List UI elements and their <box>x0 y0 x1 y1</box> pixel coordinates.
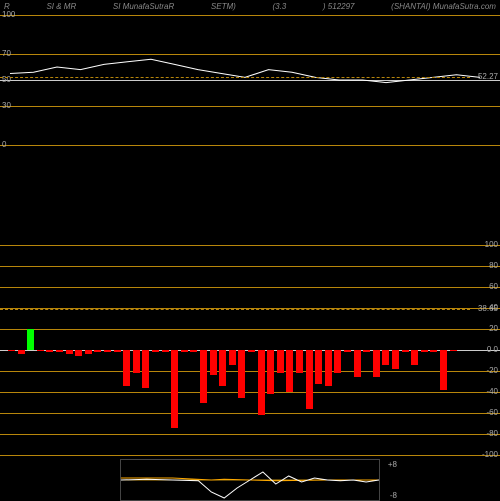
mr-bar <box>392 350 399 369</box>
mr-bar <box>85 350 92 354</box>
mr-bar <box>267 350 274 394</box>
mr-bar <box>315 350 322 384</box>
bottom-ylabel: -40 <box>486 387 498 396</box>
mr-bar <box>258 350 265 415</box>
mr-bar <box>296 350 303 373</box>
hdr-5: (3.3 <box>272 2 286 11</box>
mr-bar <box>334 350 341 373</box>
mr-bar <box>382 350 389 365</box>
mr-bar <box>238 350 245 398</box>
mr-bar <box>229 350 236 365</box>
mr-bar <box>104 350 111 352</box>
mr-bar <box>152 350 159 352</box>
mr-bar <box>171 350 178 428</box>
mid-gap: MR <box>0 145 500 245</box>
hdr-4: SETM) <box>211 2 236 11</box>
mr-bar <box>133 350 140 373</box>
mr-bar <box>18 350 25 354</box>
mr-bar <box>66 350 73 354</box>
bottom-ylabel: 0 0 <box>487 345 498 354</box>
mr-bar <box>37 350 44 351</box>
mr-chart: -100-80-60-40-200 02040608010038.65 <box>0 245 500 455</box>
mr-bar <box>430 350 437 352</box>
mr-bar <box>411 350 418 365</box>
bottom-ylabel: -60 <box>486 408 498 417</box>
hdr-2: SI & MR <box>46 2 76 11</box>
bottom-ylabel: 100 <box>485 240 498 249</box>
mr-bar <box>123 350 130 386</box>
footer-chart: +8-8 <box>120 459 380 501</box>
bottom-ylabel: 80 <box>489 261 498 270</box>
mr-bar <box>421 350 428 352</box>
mr-bar <box>363 350 370 352</box>
mr-bar <box>286 350 293 392</box>
footer-low: -8 <box>390 491 397 500</box>
mr-bar <box>344 350 351 352</box>
mr-bar <box>373 350 380 377</box>
mr-bar <box>219 350 226 386</box>
mr-bar <box>27 329 34 350</box>
bottom-ylabel: -20 <box>486 366 498 375</box>
hdr-7: (SHANTAI) MunafaSutra.com <box>391 2 496 11</box>
bottom-current-value: 38.65 <box>478 304 498 313</box>
mr-bar <box>450 350 457 351</box>
mr-bar <box>181 350 188 352</box>
chart-header: R SI & MR SI MunafaSutraR SETM) (3.3 ) 5… <box>0 0 500 13</box>
mr-bar <box>56 350 63 352</box>
hdr-3: SI MunafaSutraR <box>113 2 174 11</box>
mr-bar <box>402 350 409 352</box>
hdr-6: ) 512297 <box>323 2 355 11</box>
mr-bar <box>94 350 101 352</box>
bottom-ylabel: 20 <box>489 324 498 333</box>
bottom-ylabel: -100 <box>482 450 498 459</box>
mr-bar <box>277 350 284 373</box>
mr-bar <box>354 350 361 377</box>
mr-bar <box>8 350 15 351</box>
mr-bar <box>190 350 197 352</box>
mr-bar <box>114 350 121 352</box>
mr-bar <box>142 350 149 388</box>
rsi-chart: 030507010052.27 <box>0 15 500 145</box>
mr-bar <box>306 350 313 409</box>
mr-bar <box>440 350 447 390</box>
mr-bar <box>162 350 169 352</box>
mr-bar <box>325 350 332 386</box>
footer-high: +8 <box>388 460 397 469</box>
mr-bar <box>248 350 255 352</box>
bottom-ylabel: -80 <box>486 429 498 438</box>
mr-bar <box>210 350 217 375</box>
mr-bar <box>46 350 53 352</box>
top-current-value: 52.27 <box>478 72 498 81</box>
bottom-ylabel: 60 <box>489 282 498 291</box>
mr-bar <box>200 350 207 403</box>
mr-bar <box>75 350 82 356</box>
